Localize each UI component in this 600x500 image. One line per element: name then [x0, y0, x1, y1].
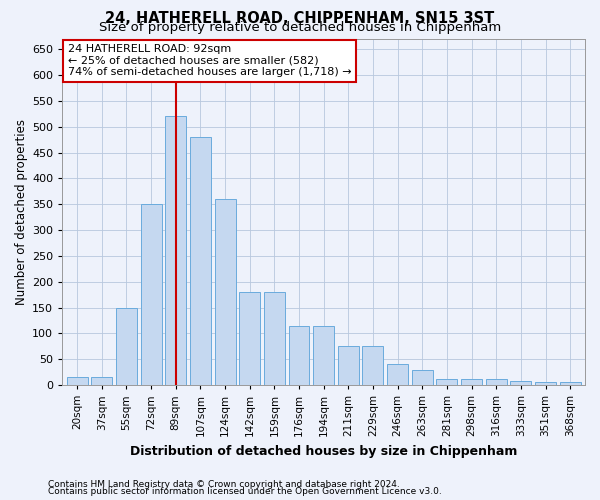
Text: Size of property relative to detached houses in Chippenham: Size of property relative to detached ho… [99, 22, 501, 35]
Bar [165, 116, 186, 385]
Bar [289, 326, 310, 385]
Text: Contains HM Land Registry data © Crown copyright and database right 2024.: Contains HM Land Registry data © Crown c… [48, 480, 400, 489]
Text: 24 HATHERELL ROAD: 92sqm
← 25% of detached houses are smaller (582)
74% of semi-: 24 HATHERELL ROAD: 92sqm ← 25% of detach… [68, 44, 351, 78]
Bar [215, 199, 236, 385]
Bar [362, 346, 383, 385]
Text: 24, HATHERELL ROAD, CHIPPENHAM, SN15 3ST: 24, HATHERELL ROAD, CHIPPENHAM, SN15 3ST [106, 11, 494, 26]
Y-axis label: Number of detached properties: Number of detached properties [15, 119, 28, 305]
Bar [535, 382, 556, 385]
X-axis label: Distribution of detached houses by size in Chippenham: Distribution of detached houses by size … [130, 444, 517, 458]
Bar [239, 292, 260, 385]
Bar [264, 292, 285, 385]
Bar [412, 370, 433, 385]
Bar [313, 326, 334, 385]
Bar [486, 379, 507, 385]
Bar [387, 364, 408, 385]
Bar [67, 378, 88, 385]
Bar [461, 379, 482, 385]
Bar [190, 137, 211, 385]
Bar [140, 204, 161, 385]
Bar [116, 308, 137, 385]
Bar [436, 379, 457, 385]
Bar [91, 378, 112, 385]
Text: Contains public sector information licensed under the Open Government Licence v3: Contains public sector information licen… [48, 488, 442, 496]
Bar [511, 381, 532, 385]
Bar [560, 382, 581, 385]
Bar [338, 346, 359, 385]
